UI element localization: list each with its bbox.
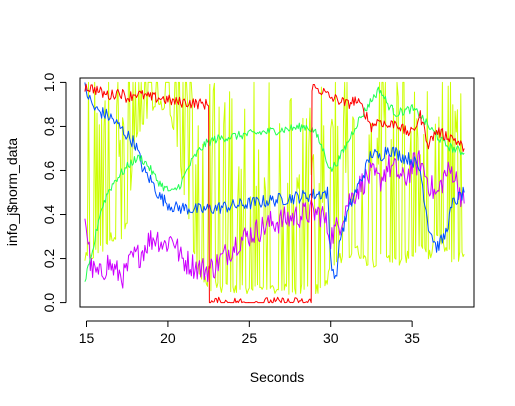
x-axis-label: Seconds: [250, 369, 304, 385]
series-line-4: [84, 150, 465, 289]
series-line-5: [84, 81, 465, 295]
series-line-2: [84, 82, 465, 279]
series-line-3: [84, 86, 465, 282]
series-line-1: [84, 83, 465, 304]
series-layer: [84, 81, 465, 304]
y-tick-label: 0.8: [41, 117, 57, 137]
y-tick-label: 0.2: [41, 249, 57, 269]
x-tick-label: 35: [404, 330, 420, 346]
y-axis-label: info_j$norm_data: [4, 138, 20, 246]
x-tick-label: 20: [160, 330, 176, 346]
plot-frame: [79, 77, 475, 308]
x-tick-label: 15: [79, 330, 95, 346]
y-axis: 0.0 0.2 0.4 0.6 0.8 1.0: [41, 72, 67, 313]
x-tick-label: 25: [242, 330, 258, 346]
y-tick-label: 1.0: [41, 72, 57, 92]
x-tick-label: 30: [323, 330, 339, 346]
y-tick-label: 0.6: [41, 161, 57, 181]
x-axis: 15 20 25 30 35: [79, 320, 420, 346]
y-tick-label: 0.0: [41, 293, 57, 313]
y-tick-label: 0.4: [41, 205, 57, 225]
